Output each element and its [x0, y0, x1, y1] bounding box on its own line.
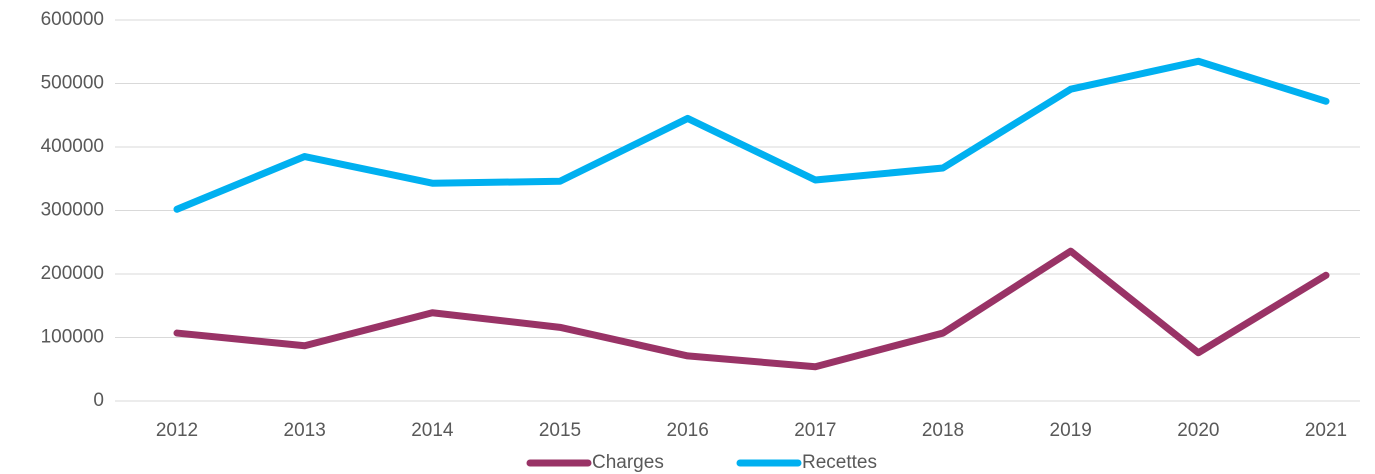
x-tick-label: 2020 — [1177, 420, 1219, 441]
data-line — [173, 247, 1330, 371]
x-tick-label: 2012 — [156, 420, 198, 441]
x-tick-label: 2021 — [1305, 420, 1347, 441]
y-tick-label: 500000 — [41, 73, 104, 94]
y-tick-label: 400000 — [41, 136, 104, 157]
y-tick-label: 300000 — [41, 200, 104, 221]
x-tick-label: 2014 — [411, 420, 454, 441]
x-tick-label: 2015 — [539, 420, 581, 441]
x-tick-label: 2019 — [1050, 420, 1092, 441]
y-tick-label: 0 — [93, 390, 104, 411]
x-tick-label: 2018 — [922, 420, 964, 441]
x-tick-label: 2013 — [284, 420, 326, 441]
legend-label: Charges — [592, 452, 664, 473]
legend-label: Recettes — [802, 452, 877, 473]
y-tick-label: 600000 — [41, 9, 104, 30]
x-tick-label: 2017 — [794, 420, 836, 441]
data-line — [173, 57, 1330, 213]
y-tick-label: 100000 — [41, 327, 104, 348]
y-tick-label: 200000 — [41, 263, 104, 284]
x-tick-label: 2016 — [667, 420, 709, 441]
